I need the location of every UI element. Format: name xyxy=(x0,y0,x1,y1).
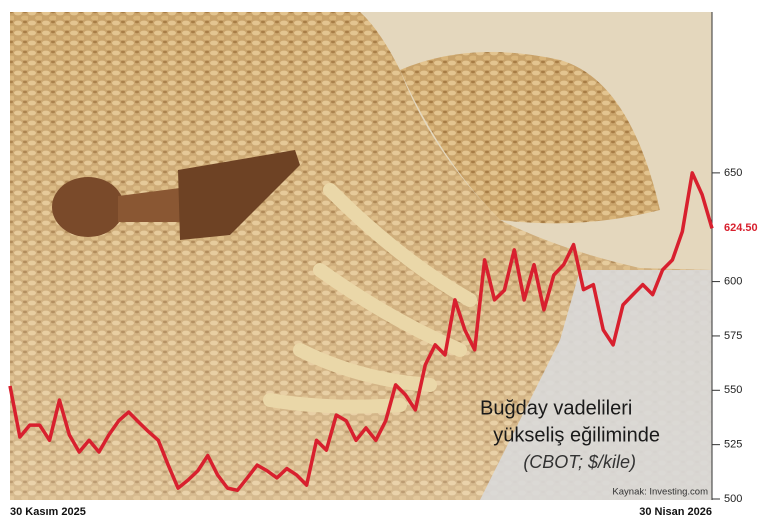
y-tick-label: 500 xyxy=(724,493,742,505)
annotation-line: yükseliş eğiliminde xyxy=(493,424,660,446)
y-tick-label: 600 xyxy=(724,275,742,287)
x-tick-label: 30 Nisan 2026 xyxy=(639,506,712,518)
y-tick-label: 525 xyxy=(724,439,742,451)
y-tick-label: 550 xyxy=(724,384,742,396)
subtitle: (CBOT; $/kile) xyxy=(523,452,636,472)
source: Kaynak: Investing.com xyxy=(612,487,708,498)
y-tick-label: 575 xyxy=(724,330,742,342)
x-tick-label: 30 Kasım 2025 xyxy=(10,506,86,518)
price-line xyxy=(8,171,714,493)
annotation-line: Buğday vadelileri xyxy=(480,397,632,419)
y-tick-label: 650 xyxy=(724,167,742,179)
background-photo xyxy=(10,12,712,500)
value-label: 624.50 xyxy=(724,222,758,234)
